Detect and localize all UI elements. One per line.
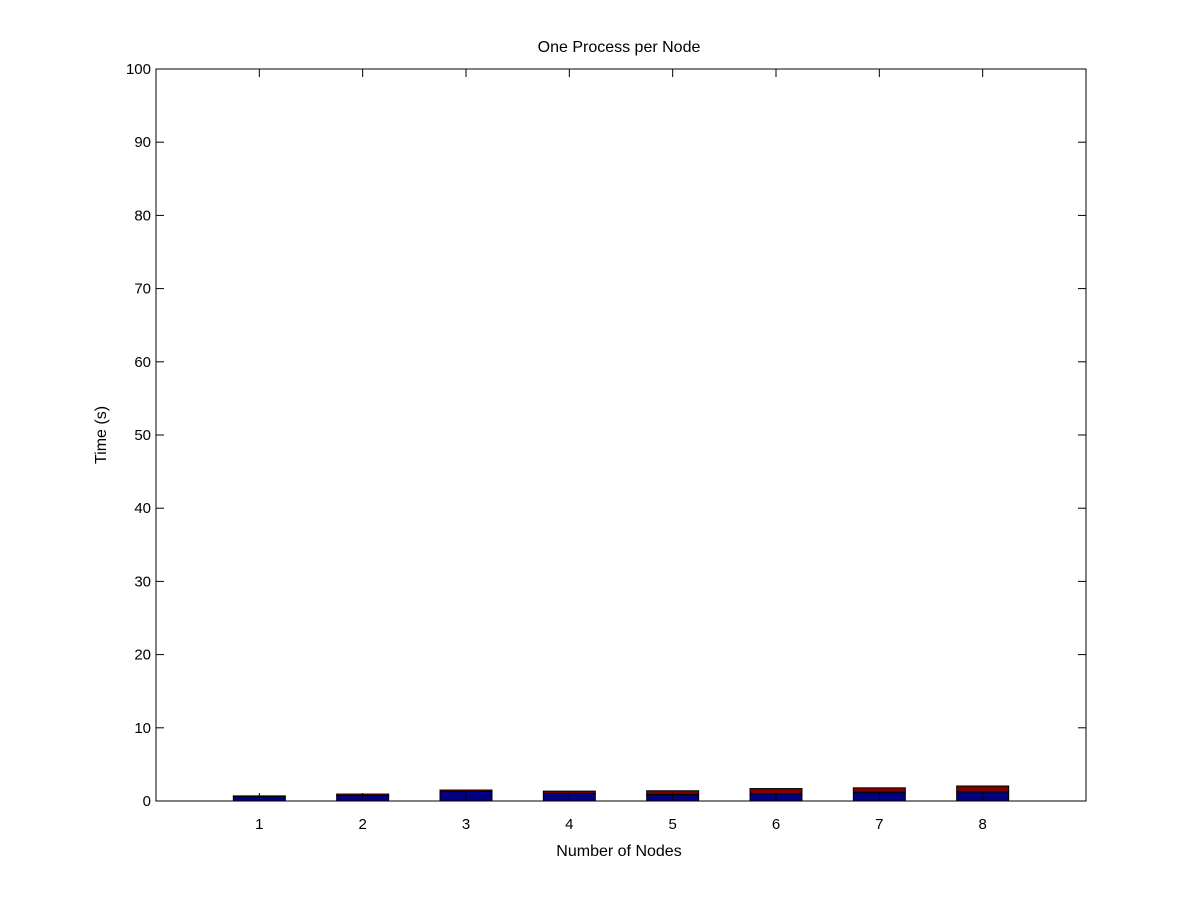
x-tick-label-1: 1 xyxy=(255,816,263,833)
bar-node-7-segment-2 xyxy=(852,787,906,793)
bar-node-8-segment-2 xyxy=(956,785,1010,793)
x-tick-label-5: 5 xyxy=(668,816,676,833)
x-tick-label-3: 3 xyxy=(462,816,470,833)
x-tick-label-8: 8 xyxy=(978,816,986,833)
x-tick-label-4: 4 xyxy=(565,816,573,833)
y-tick-label-30: 30 xyxy=(134,573,151,590)
y-tick-label-50: 50 xyxy=(134,427,151,444)
y-tick-label-10: 10 xyxy=(134,720,151,737)
y-tick-label-100: 100 xyxy=(126,61,151,78)
x-tick-label-7: 7 xyxy=(875,816,883,833)
y-axis-label: Time (s) xyxy=(93,406,110,464)
bar-node-6-segment-2 xyxy=(749,788,803,795)
x-axis-label: Number of Nodes xyxy=(556,843,681,860)
y-tick-label-90: 90 xyxy=(134,134,151,151)
y-tick-label-40: 40 xyxy=(134,500,151,517)
x-tick-label-6: 6 xyxy=(772,816,780,833)
x-tick-label-2: 2 xyxy=(358,816,366,833)
bars-layer xyxy=(232,785,1010,802)
y-tick-label-80: 80 xyxy=(134,207,151,224)
chart-title: One Process per Node xyxy=(538,39,701,56)
plot-area-frame xyxy=(155,68,1087,802)
bar-node-4-segment-2 xyxy=(542,790,596,794)
y-tick-label-0: 0 xyxy=(143,793,151,810)
ticks-layer: 0 10 20 30 40 50 60 70 80 90 100 1 2 3 4 5 6 7 8 xyxy=(126,61,1086,833)
y-tick-label-20: 20 xyxy=(134,647,151,664)
y-tick-label-60: 60 xyxy=(134,354,151,371)
bar-node-3-segment-2 xyxy=(439,789,493,792)
y-tick-label-70: 70 xyxy=(134,281,151,298)
